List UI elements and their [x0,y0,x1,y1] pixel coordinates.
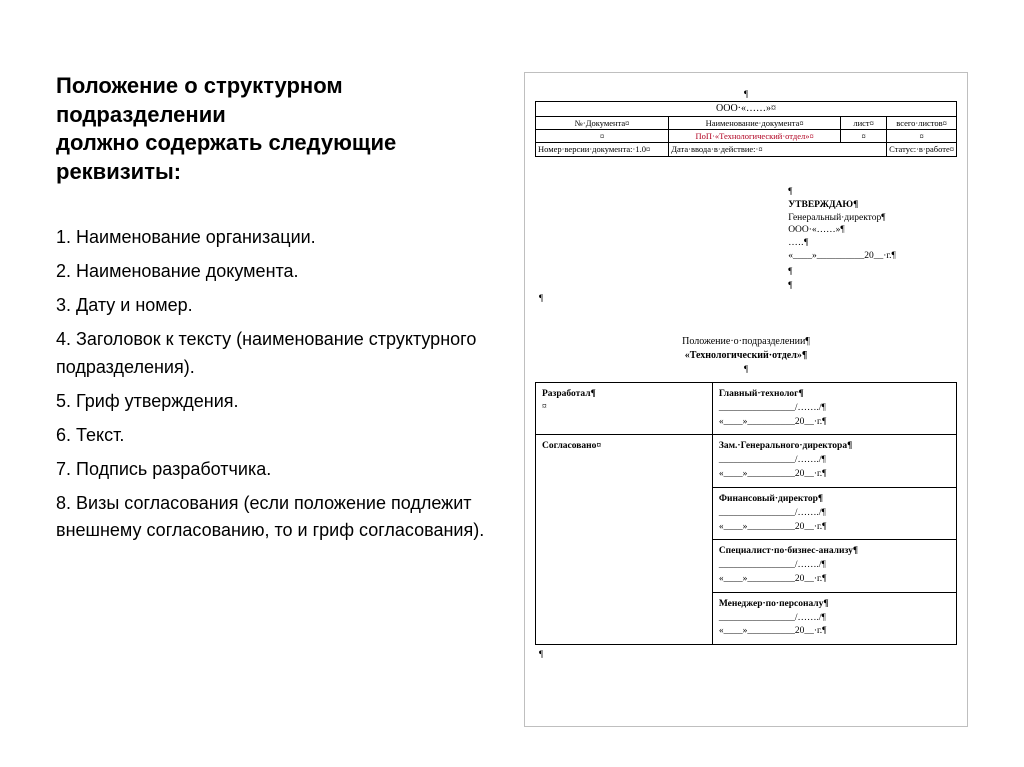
hdr-cell: ¤ [536,130,669,143]
approve-line: УТВЕРЖДАЮ¶ [788,199,957,212]
list-item: 5. Гриф утверждения. [56,388,496,416]
hdr-cell: Статус:·в·работе¤ [887,143,957,156]
approve-line: ООО·«……»¶ [788,224,957,237]
list-item: 4. Заголовок к тексту (наименование стру… [56,326,496,382]
title-line: Положение·о·подразделении¶ [535,335,957,349]
sig-line: ________________/……./¶ [719,454,950,467]
sig-left-cell: Согласовано¤ [536,435,713,645]
sig-right-cell: Главный·технолог¶ ________________/……./¶… [712,383,956,435]
sig-line: ________________/……./¶ [719,612,950,625]
sig-date: «____»__________20__·г.¶ [719,468,950,481]
pilcrow-mark: ¶ [539,293,957,303]
title-line-2: должно содержать следующие реквизиты: [56,130,396,184]
hdr-cell: Номер·версии·документа:·1.0¤ [536,143,669,156]
sig-right-cell: Финансовый·директор¶ ________________/……… [712,487,956,539]
sig-line: ________________/……./¶ [719,507,950,520]
approve-line: Генеральный·директор¶ [788,212,957,225]
sig-role: Специалист·по·бизнес-анализу¶ [719,545,950,558]
sig-role: Менеджер·по·персоналу¶ [719,598,950,611]
sig-date: «____»__________20__·г.¶ [719,625,950,638]
signatures-table: Разработал¶ ¤ Главный·технолог¶ ________… [535,382,957,645]
sig-right-cell: Менеджер·по·персоналу¶ ________________/… [712,592,956,644]
sig-role: Финансовый·директор¶ [719,493,950,506]
title-line: «Технологический·отдел»¶ [535,349,957,363]
hdr-cell: всего·листов¤ [887,117,957,130]
sig-line: ________________/……./¶ [719,559,950,572]
sig-role: Зам.·Генерального·директора¶ [719,440,950,453]
approve-block: ¶ УТВЕРЖДАЮ¶ Генеральный·директор¶ ООО·«… [788,185,957,291]
pilcrow-mark: ¶ [788,279,957,291]
document-sample: ¶ ООО·«……»¤ №·Документа¤ Наименование·до… [524,72,968,727]
sig-label: Согласовано¤ [542,441,601,451]
pilcrow-mark: ¶ [788,185,957,197]
list-item: 6. Текст. [56,422,496,450]
pilcrow-mark: ¶ [535,364,957,374]
pilcrow-mark: ¶ [535,89,957,99]
doc-name-cell: ПоП·«Технологический·отдел»¤ [669,130,841,143]
doc-header-table: ООО·«……»¤ №·Документа¤ Наименование·доку… [535,101,957,157]
hdr-cell: Наименование·документа¤ [669,117,841,130]
list-item: 1. Наименование организации. [56,224,496,252]
sig-left-cell: Разработал¶ ¤ [536,383,713,435]
sig-date: «____»__________20__·г.¶ [719,573,950,586]
sig-right-cell: Специалист·по·бизнес-анализу¶ __________… [712,540,956,592]
sig-role: Главный·технолог¶ [719,388,950,401]
doc-center-title: Положение·о·подразделении¶ «Технологичес… [535,335,957,362]
sig-line: ________________/……./¶ [719,402,950,415]
approve-date: «____»__________20__·г.¶ [788,250,957,263]
hdr-cell: ¤ [887,130,957,143]
list-item: 7. Подпись разработчика. [56,456,496,484]
hdr-cell: лист¤ [841,117,887,130]
list-item: 8. Визы согласования (если положение под… [56,490,496,546]
hdr-cell: №·Документа¤ [536,117,669,130]
approve-line: …..¶ [788,237,957,250]
pilcrow-mark: ¶ [539,649,957,659]
sig-date: «____»__________20__·г.¶ [719,416,950,429]
left-column: Положение о структурном подразделении до… [56,72,496,727]
hdr-cell: Дата·ввода·в·действие:·¤ [669,143,887,156]
requisites-list: 1. Наименование организации. 2. Наименов… [56,224,496,545]
list-item: 2. Наименование документа. [56,258,496,286]
hdr-cell: ¤ [841,130,887,143]
title-line-1: Положение о структурном подразделении [56,73,343,127]
sig-label: Разработал¶ [542,389,596,399]
sig-date: «____»__________20__·г.¶ [719,521,950,534]
sig-right-cell: Зам.·Генерального·директора¶ ___________… [712,435,956,487]
pilcrow-mark: ¶ [788,265,957,277]
list-item: 3. Дату и номер. [56,292,496,320]
org-cell: ООО·«……»¤ [536,102,957,117]
page-title: Положение о структурном подразделении до… [56,72,496,186]
